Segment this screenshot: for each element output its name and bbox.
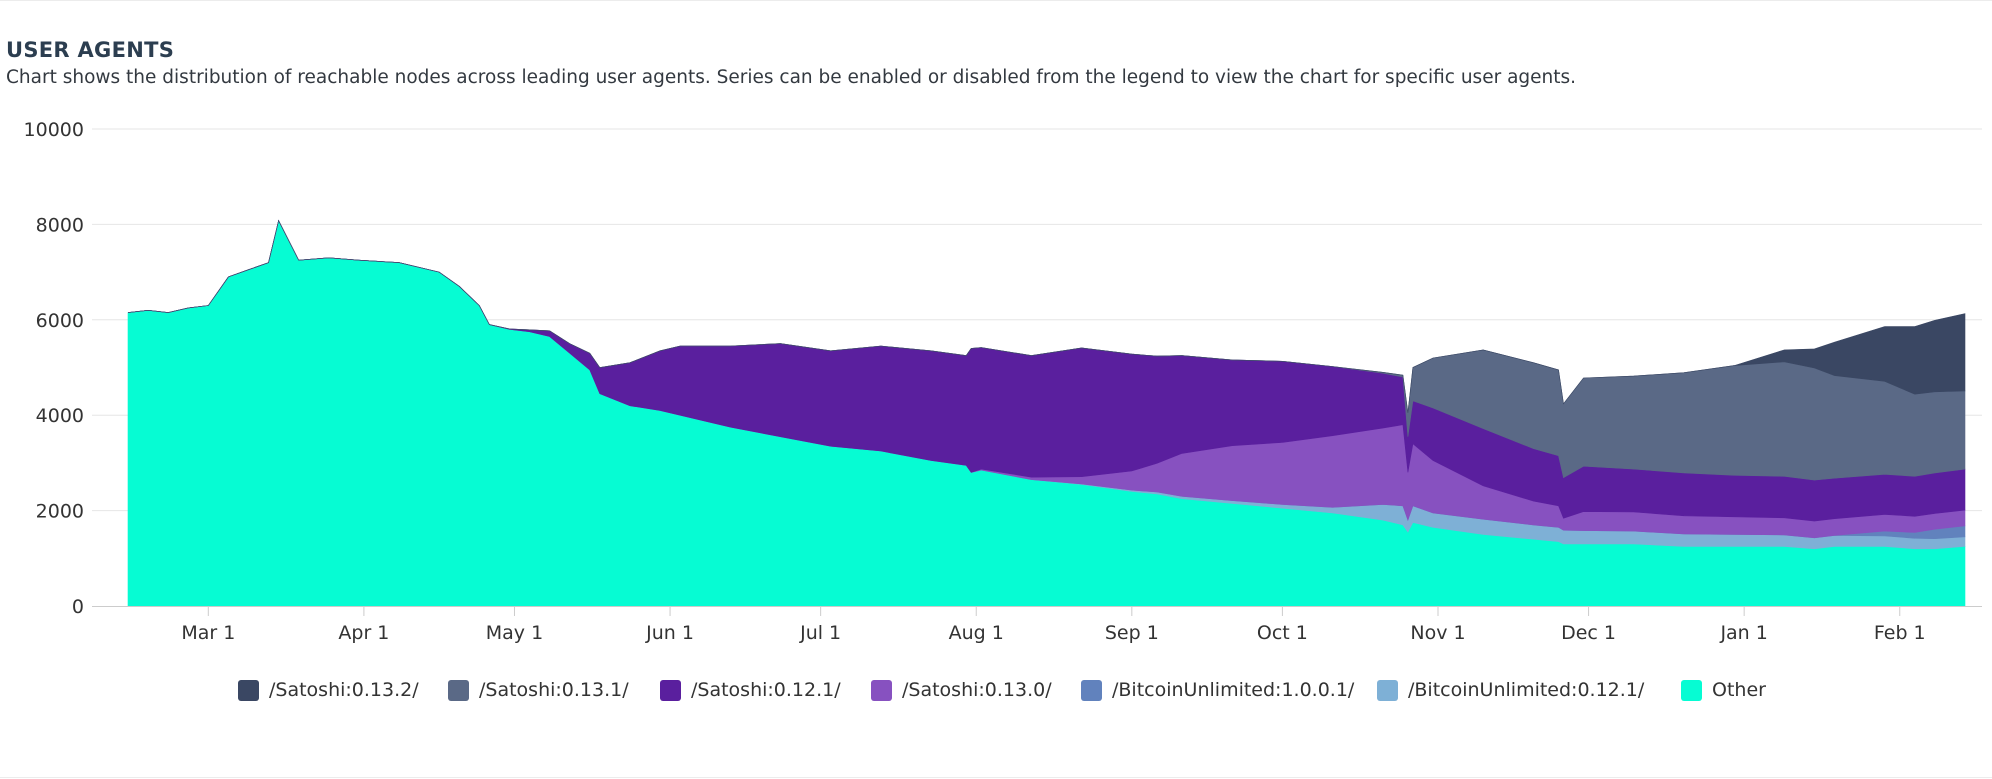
legend-item-satoshi-0-13-0[interactable]: /Satoshi:0.13.0/ bbox=[871, 673, 1052, 707]
legend-swatch bbox=[660, 679, 681, 701]
x-tick-label: Jul 1 bbox=[799, 622, 841, 644]
legend-item-bitcoinunlimited-1-0-0-1[interactable]: /BitcoinUnlimited:1.0.0.1/ bbox=[1081, 673, 1354, 707]
y-tick-label: 0 bbox=[72, 596, 84, 618]
legend-label: /Satoshi:0.13.2/ bbox=[269, 679, 419, 701]
legend-swatch bbox=[1081, 679, 1102, 701]
area-series-satoshi-0-13-2[interactable] bbox=[127, 219, 1966, 413]
chart-legend: /Satoshi:0.13.2/ /Satoshi:0.13.1/ /Satoshi… bbox=[0, 673, 1992, 707]
legend-item-bitcoinunlimited-0-12-1[interactable]: /BitcoinUnlimited:0.12.1/ bbox=[1377, 673, 1644, 707]
area-series bbox=[127, 219, 1966, 607]
x-tick-label: Jun 1 bbox=[645, 622, 694, 644]
legend-swatch bbox=[1681, 679, 1702, 701]
legend-swatch bbox=[1377, 679, 1398, 701]
x-tick-label: Apr 1 bbox=[338, 622, 389, 644]
x-tick-label: Mar 1 bbox=[181, 622, 235, 644]
x-tick-label: Nov 1 bbox=[1410, 622, 1465, 644]
y-tick-label: 8000 bbox=[36, 214, 84, 236]
legend-item-satoshi-0-13-1[interactable]: /Satoshi:0.13.1/ bbox=[448, 673, 629, 707]
y-tick-label: 2000 bbox=[36, 501, 84, 523]
y-tick-label: 6000 bbox=[36, 310, 84, 332]
legend-item-other[interactable]: Other bbox=[1681, 673, 1766, 707]
bottom-divider bbox=[0, 777, 1992, 778]
x-tick-label: Sep 1 bbox=[1105, 622, 1159, 644]
x-tick-label: May 1 bbox=[486, 622, 543, 644]
axes: 0 2000 4000 6000 8000 10000 Mar 1 Apr 1 May 1 Jun… bbox=[24, 119, 1982, 644]
legend-label: /Satoshi:0.13.1/ bbox=[479, 679, 629, 701]
legend-swatch bbox=[871, 679, 892, 701]
x-tick-label: Oct 1 bbox=[1257, 622, 1308, 644]
legend-item-satoshi-0-12-1[interactable]: /Satoshi:0.12.1/ bbox=[660, 673, 841, 707]
top-divider bbox=[0, 0, 1992, 1]
x-tick-label: Feb 1 bbox=[1874, 622, 1926, 644]
legend-label: /Satoshi:0.13.0/ bbox=[902, 679, 1052, 701]
x-tick-label: Jan 1 bbox=[1719, 622, 1767, 644]
legend-label: /BitcoinUnlimited:1.0.0.1/ bbox=[1112, 679, 1355, 701]
legend-label: /BitcoinUnlimited:0.12.1/ bbox=[1408, 679, 1645, 701]
x-tick-label: Aug 1 bbox=[949, 622, 1004, 644]
legend-item-satoshi-0-13-2[interactable]: /Satoshi:0.13.2/ bbox=[238, 673, 419, 707]
section-title: USER AGENTS bbox=[6, 38, 175, 62]
legend-label: Other bbox=[1712, 679, 1766, 701]
y-tick-label: 4000 bbox=[36, 405, 84, 427]
y-tick-label: 10000 bbox=[24, 119, 84, 141]
legend-swatch bbox=[448, 679, 469, 701]
x-tick-label: Dec 1 bbox=[1561, 622, 1616, 644]
section-description: Chart shows the distribution of reachabl… bbox=[6, 67, 1577, 88]
legend-swatch bbox=[238, 679, 259, 701]
legend-label: /Satoshi:0.12.1/ bbox=[691, 679, 841, 701]
user-agents-area-chart: 0 2000 4000 6000 8000 10000 Mar 1 Apr 1 May 1 Jun… bbox=[24, 119, 1982, 644]
